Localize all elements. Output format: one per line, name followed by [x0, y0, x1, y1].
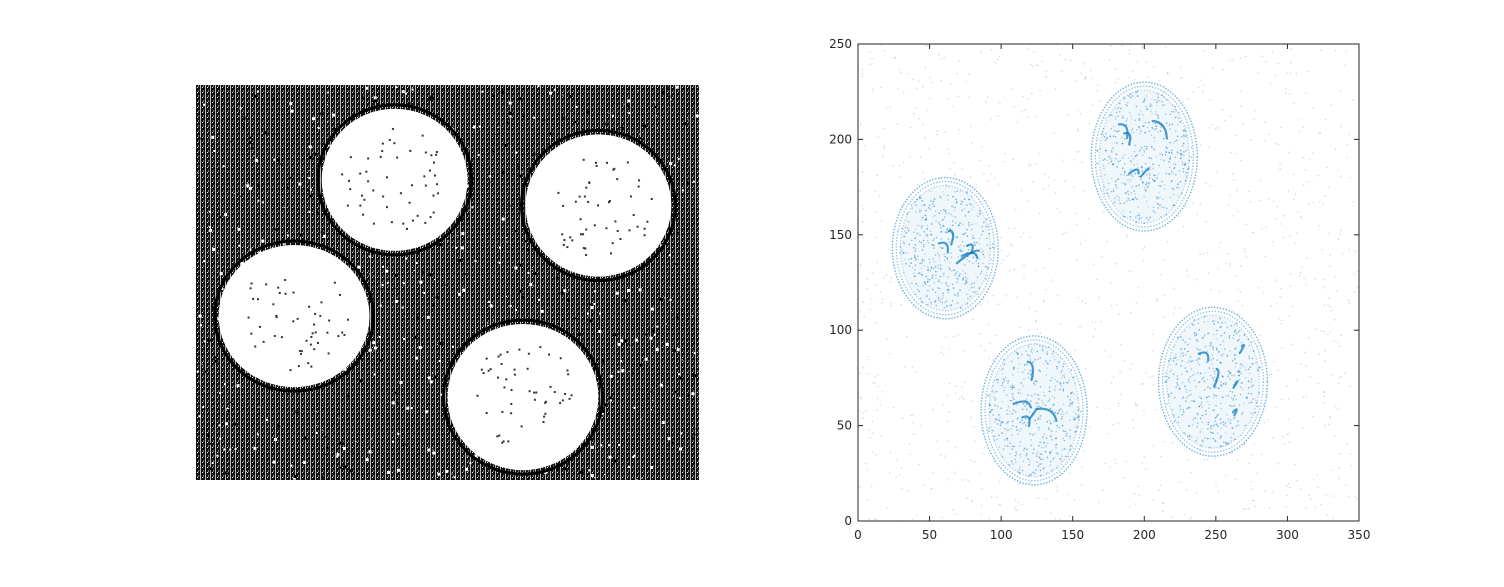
coin-outline — [316, 103, 474, 257]
coin-outline — [442, 318, 604, 476]
x-tick-label: 350 — [1348, 528, 1371, 542]
x-tick-label: 200 — [1133, 528, 1156, 542]
point-cluster — [1090, 81, 1198, 232]
y-tick-label: 200 — [829, 132, 852, 146]
x-tick-label: 100 — [990, 528, 1013, 542]
x-tick-label: 0 — [854, 528, 862, 542]
point-cluster — [980, 335, 1088, 486]
x-axis: 0 50 100 150 200 250 300 350 — [854, 44, 1370, 542]
background-points — [858, 44, 1359, 521]
point-cluster — [1157, 306, 1269, 457]
x-tick-label: 50 — [922, 528, 937, 542]
binary-image — [196, 85, 699, 480]
y-axis: 0 50 100 150 200 250 — [829, 37, 1359, 528]
y-tick-label: 150 — [829, 228, 852, 242]
point-cluster — [891, 176, 999, 320]
plot-frame — [857, 43, 1360, 522]
y-tick-label: 0 — [844, 514, 852, 528]
coin-outline — [519, 128, 677, 283]
coin-blob — [447, 323, 599, 471]
coin-blob — [218, 244, 370, 388]
y-tick-label: 100 — [829, 323, 852, 337]
coin-blob — [321, 108, 468, 251]
coin-outline — [213, 239, 376, 393]
x-tick-label: 250 — [1204, 528, 1227, 542]
y-tick-label: 250 — [829, 37, 852, 51]
scatter-plot: 0 50 100 150 200 250 300 350 0 50 100 150 200 250 — [829, 37, 1370, 542]
x-tick-label: 150 — [1061, 528, 1084, 542]
x-tick-label: 300 — [1276, 528, 1299, 542]
y-tick-label: 50 — [837, 419, 852, 433]
